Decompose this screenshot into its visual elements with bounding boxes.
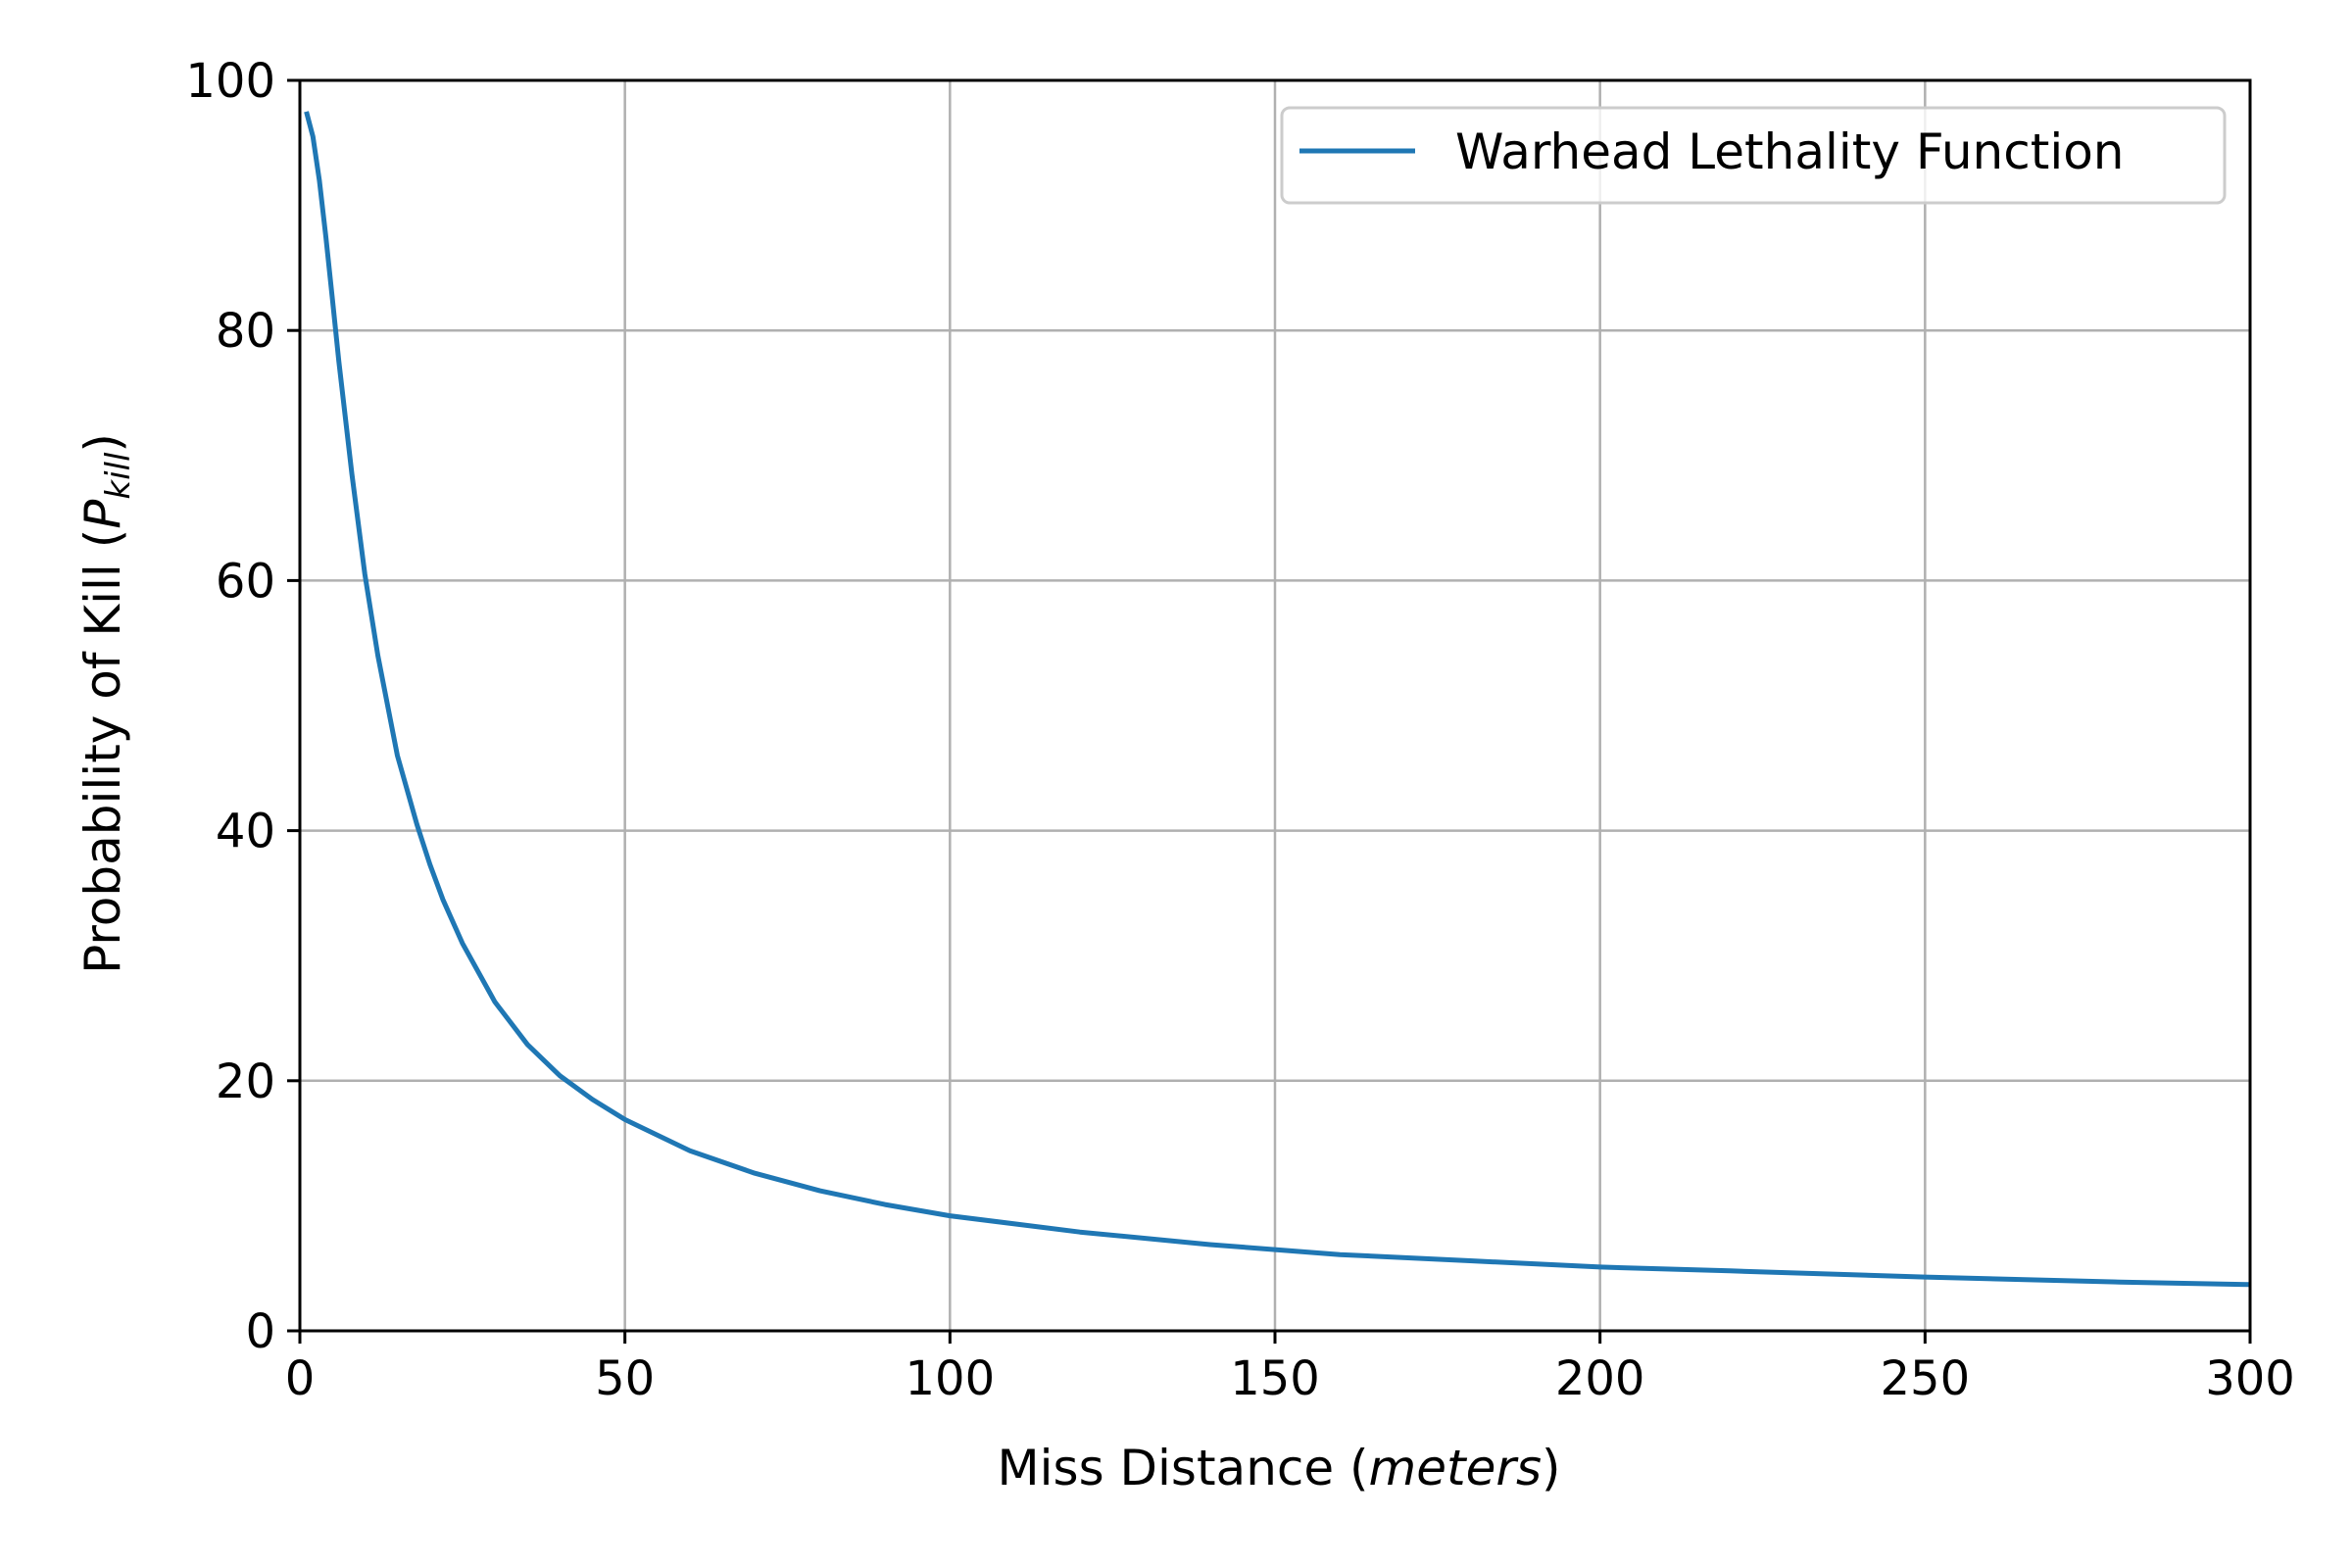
x-tick-label: 300 [2205, 1351, 2295, 1406]
x-axis-label-suffix: ) [1542, 1440, 1561, 1496]
x-tick-label: 200 [1555, 1351, 1645, 1406]
legend-label: Warhead Lethality Function [1455, 123, 2125, 180]
legend-box [1280, 106, 2227, 205]
y-axis-label-suffix: ) [74, 433, 131, 453]
series-layer [304, 111, 2251, 1288]
x-tick-label: 100 [906, 1351, 996, 1406]
y-tick-label: 20 [216, 1054, 275, 1109]
x-axis-label-prefix: Miss Distance ( [997, 1440, 1368, 1496]
y-tick-label: 0 [245, 1304, 275, 1359]
y-axis-label: Probability of Kill (Pkill) [74, 433, 138, 974]
y-tick-label: 60 [216, 554, 275, 609]
x-tick-label: 150 [1230, 1351, 1320, 1406]
y-tick-label: 40 [216, 805, 275, 859]
y-axis-label-symbol: P [74, 499, 131, 529]
x-axis-label: Miss Distance (meters) [997, 1440, 1560, 1496]
legend: Warhead Lethality Function [1280, 106, 2227, 205]
axis-ticks: 0 50 100 150 200 250 300 0 20 40 60 80 100 [185, 54, 2294, 1406]
x-tick-label: 250 [1881, 1351, 1971, 1406]
x-axis-label-unit: meters [1369, 1440, 1542, 1496]
grid-lines [298, 78, 2252, 1333]
x-tick-label: 50 [595, 1351, 655, 1406]
y-tick-label: 80 [216, 304, 275, 359]
y-tick-label: 100 [185, 54, 275, 109]
series-line-0 [304, 111, 2251, 1288]
x-tick-label: 0 [285, 1351, 316, 1406]
y-axis-label-prefix: Probability of Kill ( [74, 529, 131, 974]
y-axis-label-subscript: kill [99, 452, 138, 500]
